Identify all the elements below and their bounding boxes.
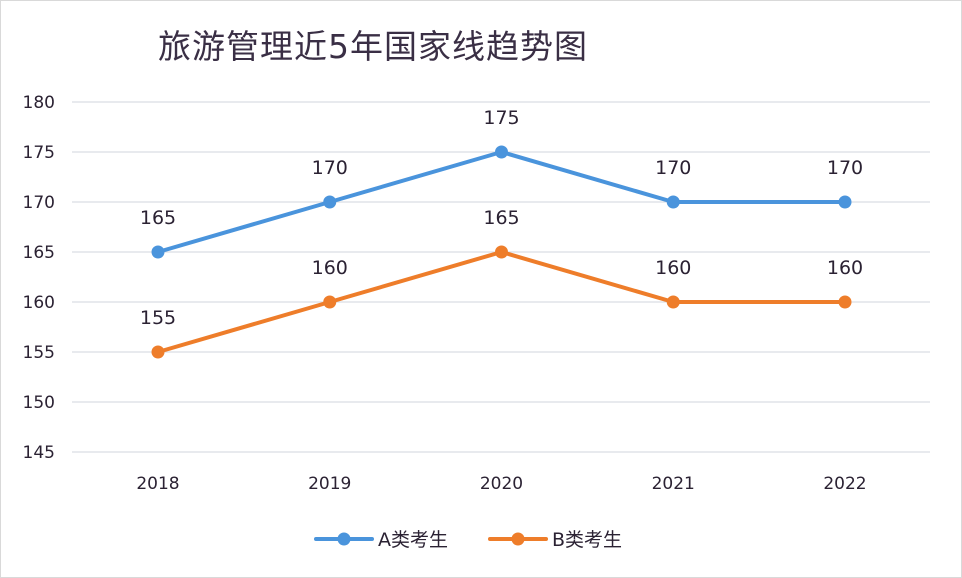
y-tick-label: 170 xyxy=(23,193,55,213)
y-tick-label: 155 xyxy=(23,343,55,363)
data-label: 160 xyxy=(827,257,863,279)
y-tick-label: 165 xyxy=(23,243,55,263)
data-label: 175 xyxy=(483,107,519,129)
data-point xyxy=(666,195,680,209)
data-point xyxy=(323,295,337,309)
x-tick-label: 2020 xyxy=(480,474,523,494)
y-tick-label: 145 xyxy=(23,443,55,463)
data-label: 155 xyxy=(140,307,176,329)
legend-marker xyxy=(511,532,525,546)
data-label: 170 xyxy=(655,157,691,179)
data-point xyxy=(323,195,337,209)
legend-label: A类考生 xyxy=(378,529,448,551)
y-tick-label: 160 xyxy=(23,293,55,313)
legend-label: B类考生 xyxy=(552,529,622,551)
data-point xyxy=(495,145,508,159)
data-point xyxy=(495,245,508,259)
data-point xyxy=(151,245,165,259)
data-point xyxy=(838,195,852,209)
data-label: 160 xyxy=(312,257,348,279)
y-tick-label: 175 xyxy=(23,143,55,163)
data-label: 165 xyxy=(483,207,519,229)
chart-title: 旅游管理近5年国家线趋势图 xyxy=(158,27,588,66)
data-point xyxy=(838,295,852,309)
data-label: 170 xyxy=(312,157,348,179)
data-point xyxy=(151,345,165,359)
data-label: 160 xyxy=(655,257,691,279)
data-point xyxy=(666,295,680,309)
x-tick-label: 2019 xyxy=(308,474,351,494)
data-label: 165 xyxy=(140,207,176,229)
x-tick-label: 2018 xyxy=(136,474,179,494)
x-tick-label: 2022 xyxy=(823,474,866,494)
data-label: 170 xyxy=(827,157,863,179)
y-tick-label: 150 xyxy=(23,393,55,413)
x-tick-label: 2021 xyxy=(652,474,695,494)
legend-marker xyxy=(337,532,351,546)
y-tick-label: 180 xyxy=(23,93,55,113)
